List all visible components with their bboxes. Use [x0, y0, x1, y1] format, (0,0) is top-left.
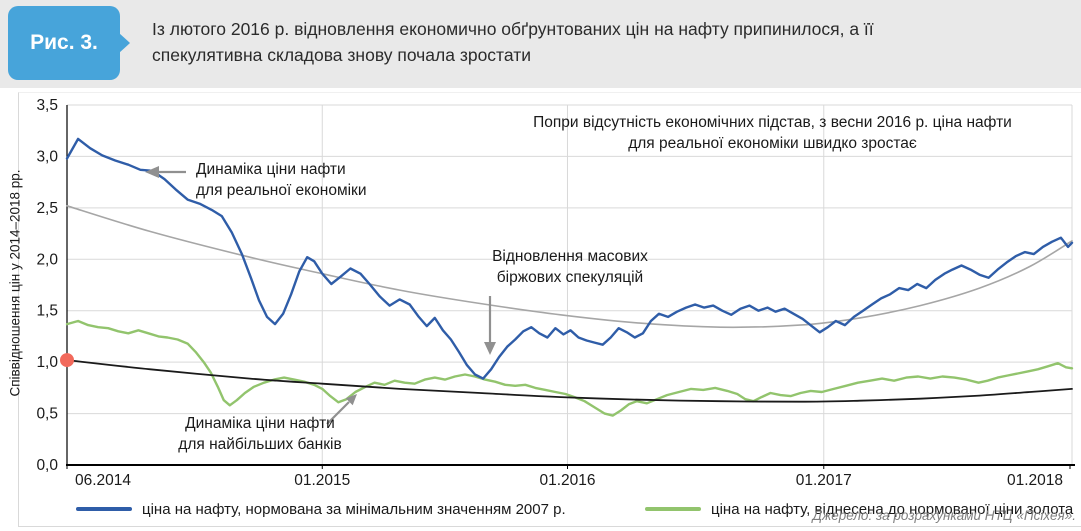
chart-card-frame — [18, 92, 1081, 527]
legend-item-oil-to-gold: ціна на нафту, віднесена до нормованої ц… — [645, 499, 1073, 519]
legend-label-oil-normalized: ціна на нафту, нормована за мінімальним … — [142, 500, 566, 518]
y-tick-label: 0,5 — [36, 406, 58, 423]
legend-swatch-oil-to-gold — [645, 506, 701, 512]
trend-real-economy-line — [66, 205, 1073, 329]
annotation-real-economy: Динаміка ціни нафти для реальної економі… — [196, 161, 367, 199]
y-tick-label: 0,0 — [36, 457, 58, 474]
figure-number-badge: Рис. 3. — [8, 6, 120, 80]
series-oil-normalized-line — [65, 137, 1074, 380]
arrowhead-real-economy — [145, 166, 159, 178]
y-axis-title: Співвідношення цін у 2014–2018 рр. — [7, 169, 23, 397]
figure-number: Рис. 3. — [30, 31, 98, 54]
y-tick-label: 2,0 — [36, 251, 58, 268]
trend-banks-line — [66, 359, 1073, 403]
y-tick-label: 1,0 — [36, 354, 58, 371]
y-tick-label: 3,0 — [36, 148, 58, 165]
annotation-no-economic-grounds: Попри відсутність економічних підстав, з… — [533, 114, 1012, 152]
arrow-banks — [326, 401, 350, 425]
series-oil-to-gold-line — [65, 319, 1074, 417]
legend-item-oil-normalized: ціна на нафту, нормована за мінімальним … — [76, 499, 566, 519]
arrowhead-speculation — [484, 342, 496, 355]
y-tick-label: 3,5 — [36, 97, 58, 114]
annotation-speculation: Відновлення масових біржових спекуляцій — [492, 248, 648, 286]
x-tick-label: 01.2015 — [294, 472, 350, 489]
arrowhead-banks — [345, 394, 357, 406]
annotation-banks: Динаміка ціни нафти для найбільших банкі… — [178, 415, 342, 453]
figure-header: Рис. 3. Із лютого 2016 р. відновлення ек… — [0, 0, 1081, 88]
start-marker-dot — [60, 353, 74, 368]
legend-label-oil-to-gold: ціна на нафту, віднесена до нормованої ц… — [711, 500, 1074, 518]
source-note: Джерело: за розрахунками НТЦ «Псіхея». — [812, 508, 1076, 523]
legend-swatch-oil-normalized — [76, 506, 132, 512]
x-tick-label: 01.2016 — [539, 472, 595, 489]
y-tick-label: 2,5 — [36, 200, 58, 217]
figure-title: Із лютого 2016 р. відновлення економично… — [152, 19, 874, 65]
x-tick-label: 01.2017 — [796, 472, 852, 489]
x-tick-label: 01.2018 — [1007, 472, 1063, 489]
x-tick-label: 06.2014 — [75, 472, 131, 489]
y-tick-label: 1,5 — [36, 303, 58, 320]
